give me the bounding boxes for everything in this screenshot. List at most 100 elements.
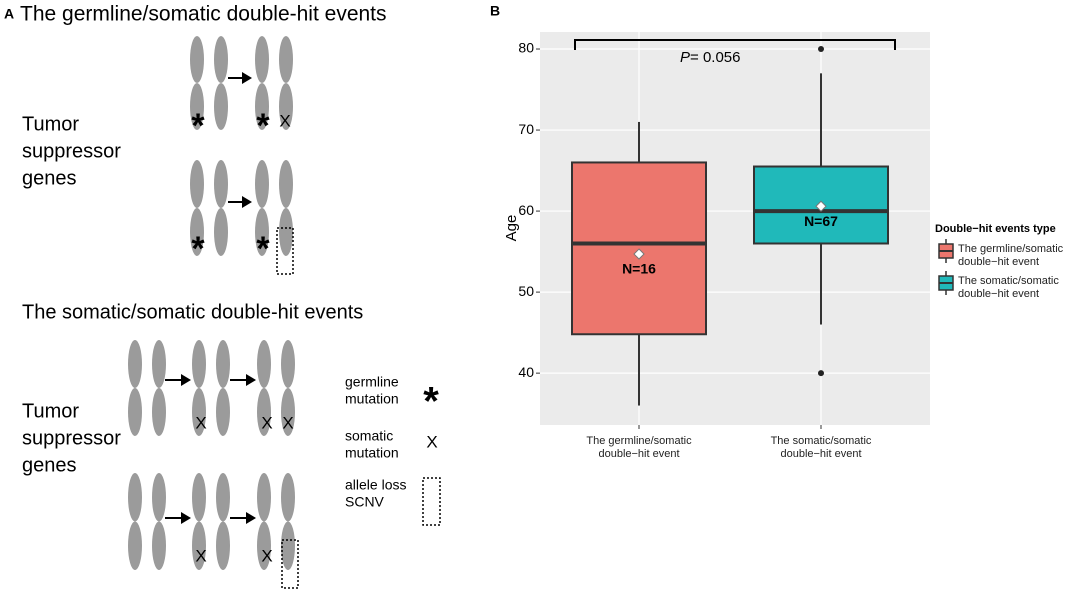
legend-label: The germline/somatic double−hit event <box>958 243 1064 268</box>
chromosome-arm <box>255 160 269 208</box>
chromosome-arm <box>192 388 206 436</box>
somatic-symbol: X <box>261 546 272 565</box>
arrow-head <box>181 512 191 524</box>
gene-label: suppressor <box>22 140 121 162</box>
chromosome-arm <box>257 340 271 388</box>
chromosome-arm <box>192 521 206 570</box>
somatic-symbol: X <box>279 111 290 130</box>
key-label: somatic <box>345 428 393 444</box>
arrow-head <box>246 374 256 386</box>
key-label: mutation <box>345 445 399 461</box>
chromosome-arm <box>190 36 204 83</box>
bracket <box>574 39 896 50</box>
chromosome-arm <box>214 36 228 83</box>
chromosome-arm <box>281 340 295 388</box>
chromosome-arm <box>128 521 142 570</box>
chromosome-arm <box>128 388 142 436</box>
gene-label: suppressor <box>22 427 121 449</box>
arrow-head <box>242 72 252 84</box>
chromosome-arm <box>281 473 295 522</box>
y-axis-label: Age <box>503 215 520 242</box>
germline-symbol: * <box>191 230 205 268</box>
y-tick-label: 50 <box>518 283 534 299</box>
chromosome-arm <box>281 388 295 436</box>
arrow-head <box>242 196 252 208</box>
key-label: germline <box>345 374 399 390</box>
panel-letter: B <box>490 3 500 19</box>
chromosome-arm <box>190 160 204 208</box>
outlier <box>818 370 824 377</box>
chromosome-arm <box>214 208 228 256</box>
chromosome-arm <box>152 473 166 522</box>
section-title: The somatic/somatic double-hit events <box>22 301 363 323</box>
key-label: SCNV <box>345 494 385 510</box>
panel-letter: A <box>4 6 14 22</box>
germline-symbol: * <box>256 230 270 268</box>
chromosome-arm <box>216 388 230 436</box>
chromosome-arm <box>257 473 271 522</box>
y-tick-label: 40 <box>518 364 534 380</box>
allele-loss-box <box>276 227 294 275</box>
arrow-head <box>181 374 191 386</box>
chromosome-arm <box>152 388 166 436</box>
chromosome-arm <box>216 473 230 522</box>
p-value: = 0.056 <box>690 49 740 66</box>
chromosome-arm <box>190 83 204 130</box>
allele-loss-box <box>281 539 299 589</box>
chromosome-arm <box>279 83 293 130</box>
n-label: N=16 <box>622 261 656 277</box>
gene-label: genes <box>22 167 77 189</box>
p-annotation: P= 0.056 <box>680 49 740 66</box>
gene-label: genes <box>22 454 77 476</box>
gene-label: Tumor <box>22 400 79 422</box>
chromosome-arm <box>152 521 166 570</box>
section-title: The germline/somatic double-hit events <box>20 3 387 26</box>
legend-label: The somatic/somatic double−hit event <box>958 275 1059 300</box>
chromosome-arm <box>279 208 293 256</box>
chromosome-arm <box>255 83 269 130</box>
somatic-symbol: X <box>261 413 272 432</box>
chromosome-arm <box>255 36 269 83</box>
key-label: allele loss <box>345 477 406 493</box>
x-tick-label: The germline/somatic double−hit event <box>586 435 692 460</box>
outlier <box>818 46 824 53</box>
chromosome-arm <box>281 521 295 570</box>
germline-symbol: * <box>423 380 439 424</box>
somatic-symbol: X <box>195 413 206 432</box>
mean-marker <box>815 200 827 212</box>
somatic-symbol: X <box>426 432 437 451</box>
chromosome-arm <box>214 83 228 130</box>
chromosome-arm <box>216 340 230 388</box>
arrow-head <box>246 512 256 524</box>
p-symbol: P <box>680 49 690 66</box>
chromosome-arm <box>128 473 142 522</box>
chromosome-arm <box>257 521 271 570</box>
chromosome-arm <box>255 208 269 256</box>
germline-symbol: * <box>256 107 270 145</box>
y-tick-label: 80 <box>518 40 534 56</box>
chromosome-arm <box>216 521 230 570</box>
allele-loss-box <box>422 477 441 526</box>
y-tick-label: 60 <box>518 202 534 218</box>
legend-title: Double−hit events type <box>935 223 1056 235</box>
chromosome-arm <box>192 473 206 522</box>
x-tick-label: The somatic/somatic double−hit event <box>770 435 872 460</box>
chromosome-arm <box>128 340 142 388</box>
chromosome-arm <box>192 340 206 388</box>
key-label: mutation <box>345 391 399 407</box>
mean-marker <box>633 248 645 260</box>
chromosome-arm <box>214 160 228 208</box>
somatic-symbol: X <box>195 546 206 565</box>
chromosome-arm <box>257 388 271 436</box>
y-tick-label: 70 <box>518 121 534 137</box>
somatic-symbol: X <box>282 413 293 432</box>
chromosome-arm <box>279 36 293 83</box>
chromosome-arm <box>279 160 293 208</box>
gene-label: Tumor <box>22 113 79 135</box>
germline-symbol: * <box>191 107 205 145</box>
chromosome-arm <box>152 340 166 388</box>
chromosome-arm <box>190 208 204 256</box>
n-label: N=67 <box>804 213 838 229</box>
